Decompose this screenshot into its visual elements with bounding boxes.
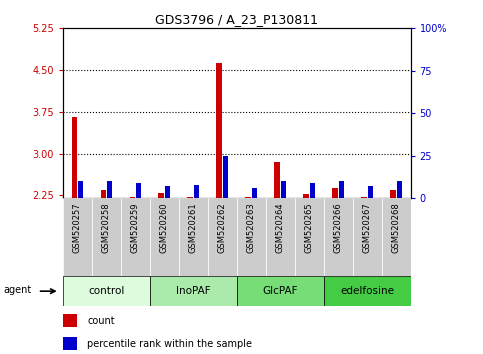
Bar <box>150 198 179 276</box>
Bar <box>353 198 382 276</box>
Bar <box>339 181 344 198</box>
Text: GSM520257: GSM520257 <box>73 202 82 253</box>
Bar <box>63 276 150 306</box>
Bar <box>158 193 164 198</box>
Bar <box>397 181 402 198</box>
Bar <box>208 198 237 276</box>
Bar <box>303 194 309 198</box>
Bar <box>194 185 199 198</box>
Text: control: control <box>88 286 125 296</box>
Bar <box>281 181 286 198</box>
Bar <box>324 276 411 306</box>
Text: GSM520263: GSM520263 <box>247 202 256 253</box>
Title: GDS3796 / A_23_P130811: GDS3796 / A_23_P130811 <box>155 13 318 26</box>
Bar <box>382 198 411 276</box>
Text: percentile rank within the sample: percentile rank within the sample <box>87 339 252 349</box>
Bar <box>129 197 135 198</box>
Bar <box>165 186 170 198</box>
Bar <box>216 63 222 198</box>
Text: GSM520258: GSM520258 <box>102 202 111 253</box>
Text: count: count <box>87 316 115 326</box>
Bar <box>223 156 228 198</box>
Bar <box>274 162 280 198</box>
Bar <box>324 198 353 276</box>
Bar <box>390 190 396 198</box>
Text: GSM520261: GSM520261 <box>189 202 198 253</box>
Text: InoPAF: InoPAF <box>176 286 211 296</box>
Bar <box>310 183 315 198</box>
Bar <box>63 337 77 350</box>
Text: GSM520266: GSM520266 <box>334 202 342 253</box>
Bar <box>237 198 266 276</box>
Text: GSM520259: GSM520259 <box>131 202 140 253</box>
Bar <box>78 181 83 198</box>
Bar <box>71 118 77 198</box>
Bar <box>63 314 77 327</box>
Bar <box>150 276 237 306</box>
Text: GSM520265: GSM520265 <box>305 202 313 253</box>
Text: GSM520262: GSM520262 <box>218 202 227 253</box>
Bar <box>136 183 141 198</box>
Bar <box>100 190 106 198</box>
Bar <box>107 181 112 198</box>
Text: GSM520268: GSM520268 <box>392 202 400 253</box>
Bar <box>332 188 338 198</box>
Bar <box>368 186 373 198</box>
Bar <box>245 197 251 198</box>
Bar <box>361 197 367 198</box>
Bar <box>237 276 324 306</box>
Text: agent: agent <box>3 285 31 295</box>
Text: GSM520260: GSM520260 <box>160 202 169 253</box>
Bar <box>179 198 208 276</box>
Text: edelfosine: edelfosine <box>340 286 394 296</box>
Text: GSM520264: GSM520264 <box>276 202 284 253</box>
Bar <box>63 198 92 276</box>
Bar <box>187 197 193 198</box>
Bar <box>266 198 295 276</box>
Bar <box>252 188 257 198</box>
Bar <box>121 198 150 276</box>
Bar <box>92 198 121 276</box>
Text: GSM520267: GSM520267 <box>363 202 371 253</box>
Bar <box>295 198 324 276</box>
Text: GlcPAF: GlcPAF <box>262 286 298 296</box>
